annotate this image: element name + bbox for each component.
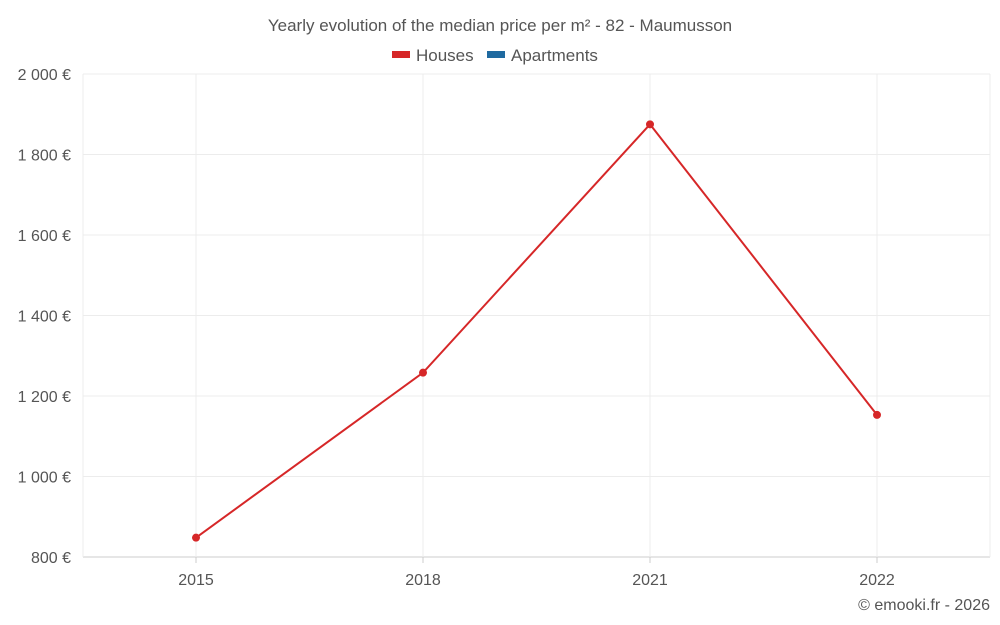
- y-axis: 800 € 1 000 € 1 200 € 1 400 € 1 600 € 1 800 €…: [18, 67, 71, 567]
- houses-point-2018[interactable]: [419, 368, 427, 377]
- chart-title: Yearly evolution of the median price per…: [268, 16, 732, 35]
- legend: Houses Apartments: [392, 46, 598, 65]
- legend-swatch-houses: [392, 51, 410, 58]
- houses-point-2021[interactable]: [646, 120, 654, 129]
- y-tick-label: 1 400 €: [18, 309, 71, 326]
- series-houses: [192, 120, 881, 542]
- houses-point-2015[interactable]: [192, 533, 200, 542]
- y-tick-label: 1 800 €: [18, 148, 71, 165]
- x-tick-label: 2018: [405, 572, 441, 589]
- legend-label-apartments: Apartments: [511, 46, 598, 65]
- houses-line: [195, 122, 878, 539]
- y-tick-label: 1 200 €: [18, 389, 71, 406]
- legend-swatch-apartments: [487, 51, 505, 58]
- x-tick-label: 2015: [178, 572, 214, 589]
- y-tick-label: 1 600 €: [18, 228, 71, 245]
- y-tick-label: 2 000 €: [18, 67, 71, 84]
- legend-item-houses[interactable]: Houses: [392, 46, 474, 65]
- legend-label-houses: Houses: [416, 46, 474, 65]
- legend-item-apartments[interactable]: Apartments: [487, 46, 598, 65]
- x-axis: 2015 2018 2021 2022: [178, 557, 895, 589]
- gridlines: [82, 73, 991, 558]
- y-tick-label: 800 €: [31, 550, 71, 567]
- y-tick-label: 1 000 €: [18, 470, 71, 487]
- credit-text: © emooki.fr - 2026: [858, 597, 990, 614]
- x-tick-label: 2022: [859, 572, 895, 589]
- houses-point-2022[interactable]: [873, 410, 881, 419]
- x-tick-label: 2021: [632, 572, 668, 589]
